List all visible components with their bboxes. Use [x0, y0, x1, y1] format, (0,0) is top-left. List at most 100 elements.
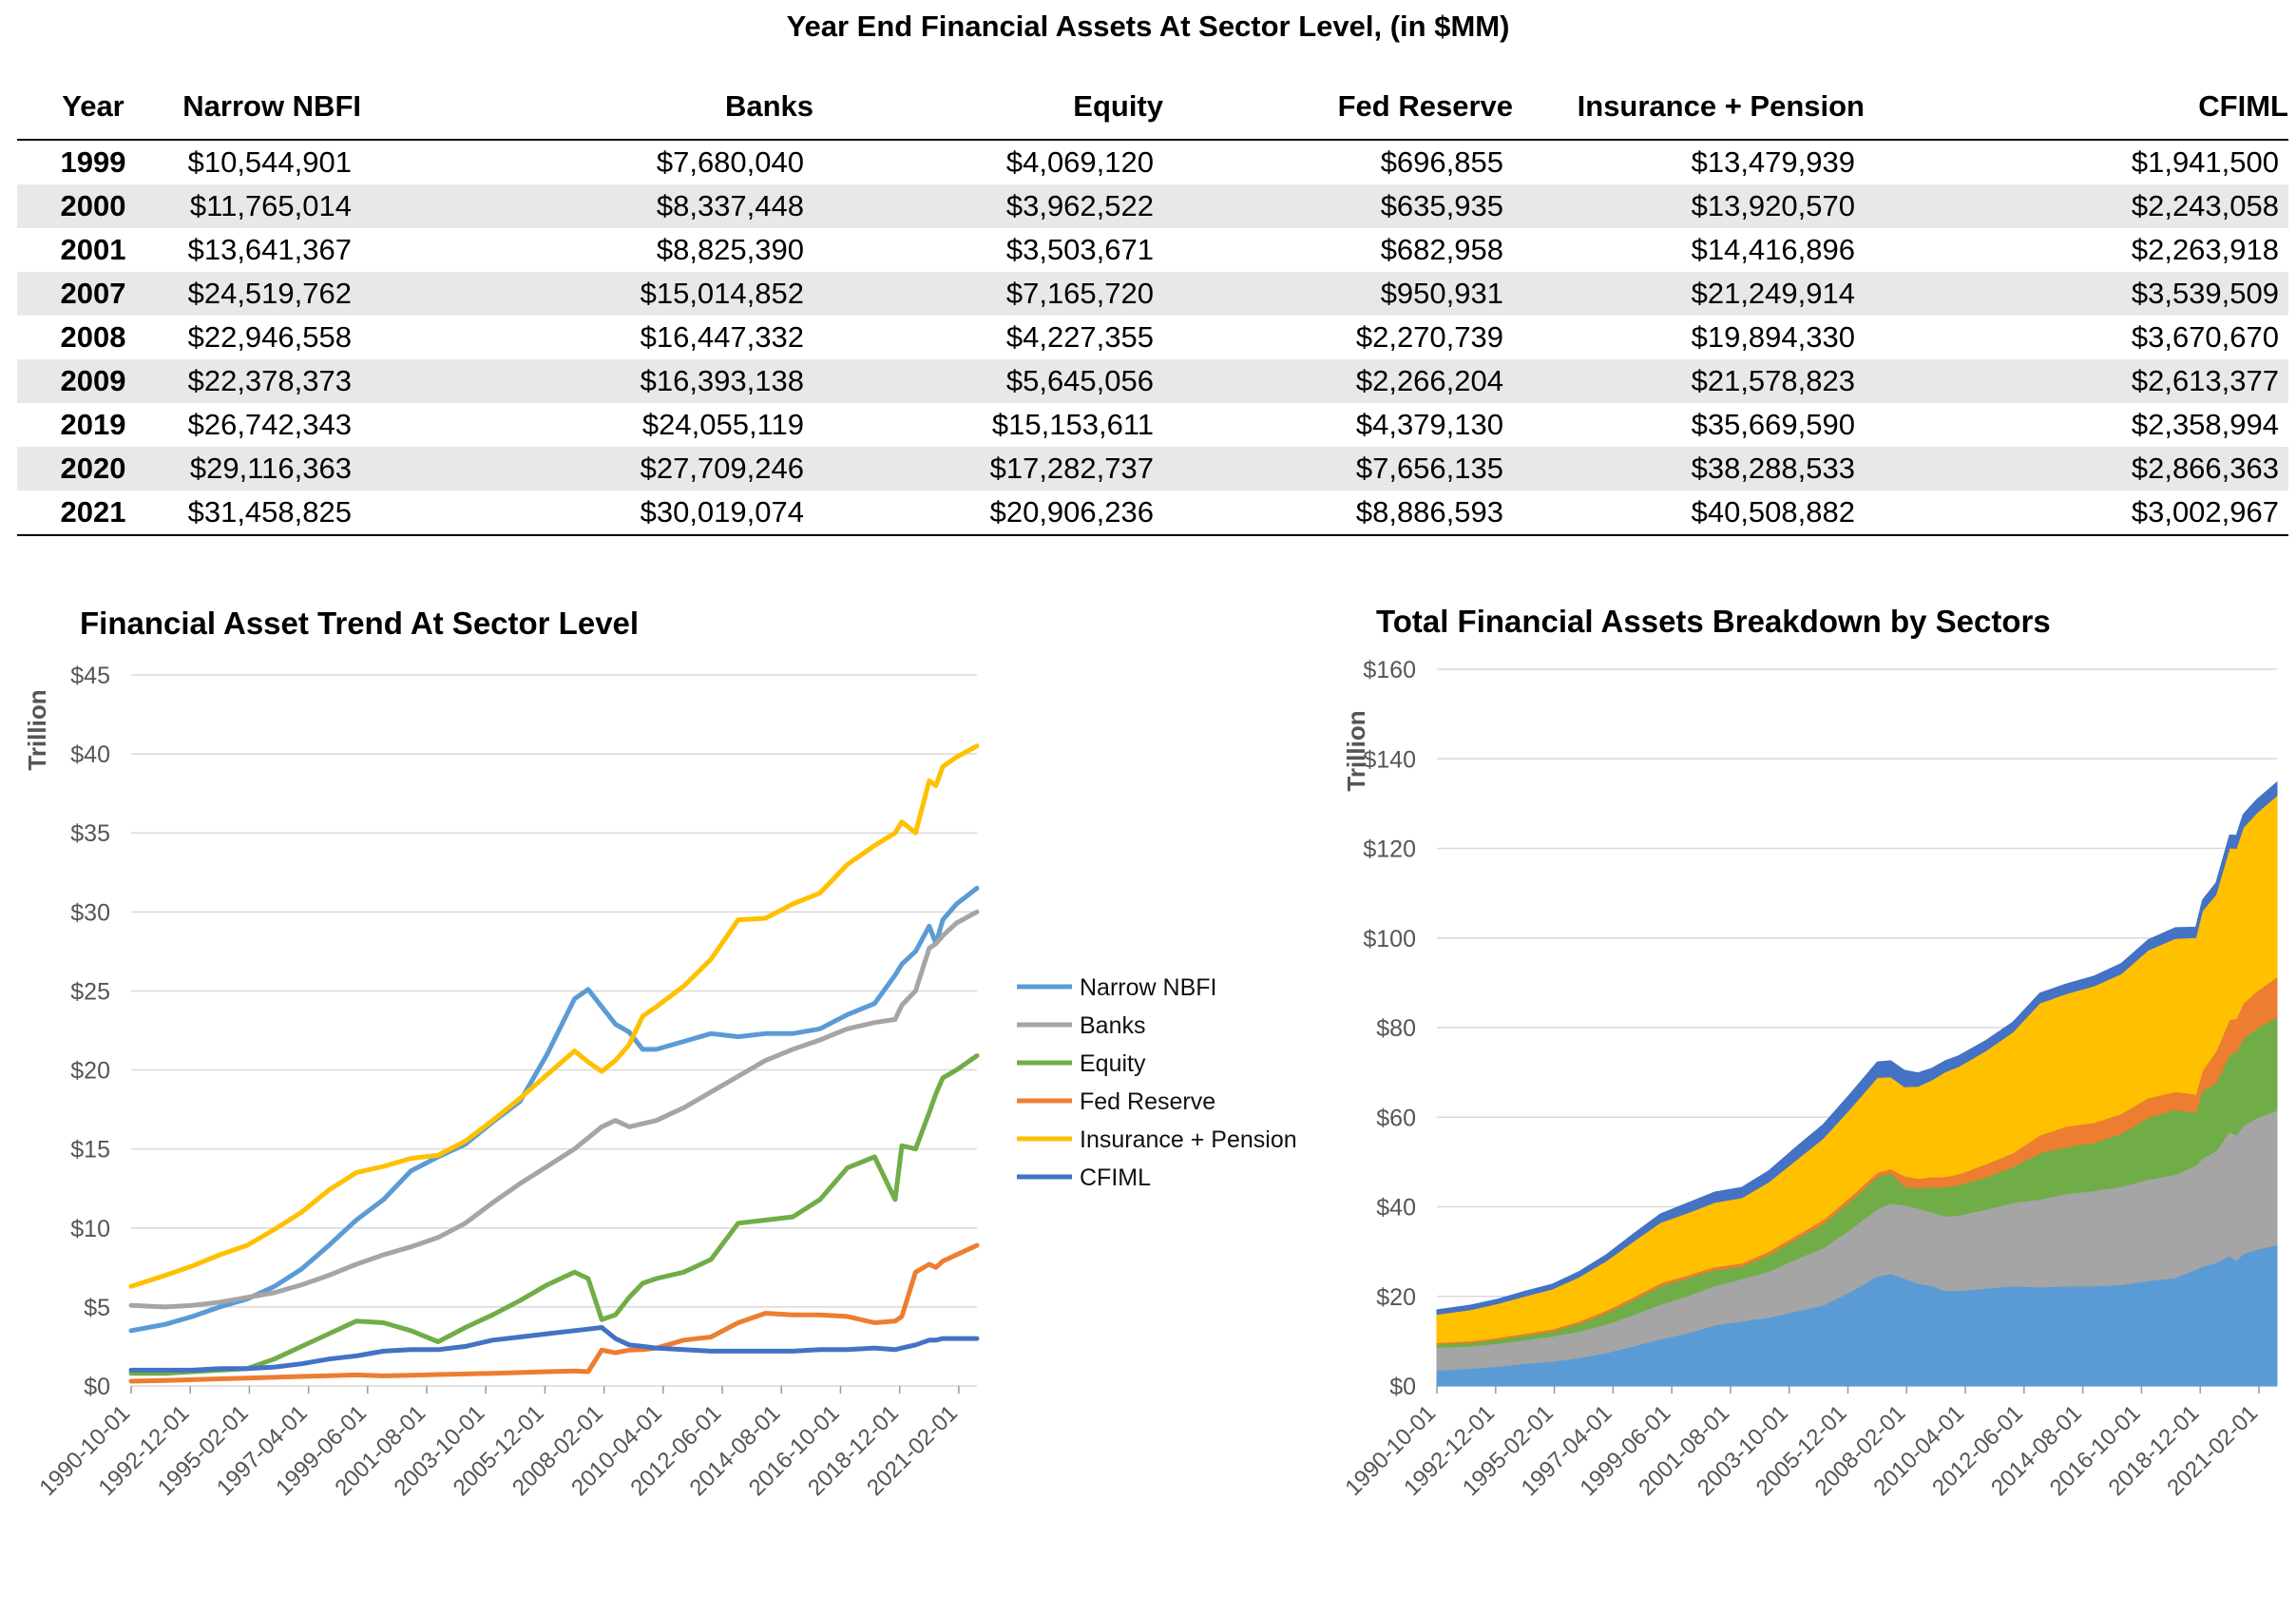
y-tick-label: $5 — [84, 1295, 110, 1321]
year-cell: 2007 — [17, 272, 169, 316]
y-tick-label: $20 — [70, 1058, 110, 1085]
y-tick-label: $100 — [1363, 926, 1416, 952]
value-cell: $3,503,671 — [1005, 233, 1154, 266]
value-cell: $15,153,611 — [991, 408, 1154, 441]
y-tick-label: $40 — [70, 741, 110, 768]
value-cell: $20,906,236 — [813, 491, 1163, 536]
y-tick-label: $20 — [1376, 1284, 1416, 1311]
stacked-area-chart: Total Financial Assets Breakdown by Sect… — [1340, 604, 2278, 1501]
year-cell: 2009 — [17, 359, 169, 403]
value-cell: $31,458,825 — [169, 491, 471, 536]
column-header-banks: Banks — [471, 74, 813, 141]
value-cell: $696,855 — [1380, 145, 1503, 179]
value-cell: $8,886,593 — [1163, 491, 1513, 536]
value-cell: $15,014,852 — [471, 272, 813, 316]
y-tick-label: $0 — [84, 1374, 110, 1400]
value-cell: $3,670,670 — [2131, 320, 2279, 354]
year-cell: 2000 — [17, 184, 169, 228]
legend-label: Fed Reserve — [1080, 1088, 1215, 1115]
value-cell: $2,866,363 — [1865, 447, 2288, 491]
column-header-insurance-pension: Insurance + Pension — [1513, 74, 1865, 141]
value-cell: $29,116,363 — [169, 447, 471, 491]
value-cell: $8,825,390 — [656, 233, 804, 266]
column-header-year: Year — [17, 74, 169, 141]
y-tick-label: $0 — [1389, 1374, 1416, 1400]
y-tick-label: $60 — [1376, 1105, 1416, 1131]
y-axis-label: Trillion — [23, 689, 51, 770]
column-header-cfiml: CFIML — [1865, 74, 2288, 141]
table-row: 2000 $11,765,014 $8,337,448 $3,962,522 $635,… — [17, 184, 2288, 228]
financial-assets-table: Year Narrow NBFI Banks Equity Fed Reserv… — [17, 74, 2288, 536]
y-tick-label: $120 — [1363, 837, 1416, 863]
value-cell: $2,266,204 — [1163, 359, 1513, 403]
value-cell: $3,539,509 — [1865, 272, 2288, 316]
value-cell: $14,416,896 — [1691, 233, 1855, 266]
value-cell: $16,393,138 — [471, 359, 813, 403]
value-cell: $8,337,448 — [471, 184, 813, 228]
value-cell: $7,656,135 — [1163, 447, 1513, 491]
y-tick-label: $25 — [70, 978, 110, 1005]
table-row: 2020 $29,116,363 $27,709,246 $17,282,737 $7,… — [17, 447, 2288, 491]
value-cell: $21,249,914 — [1513, 272, 1865, 316]
y-tick-label: $35 — [70, 820, 110, 847]
value-cell: $3,962,522 — [813, 184, 1163, 228]
value-cell: $4,069,120 — [1005, 145, 1154, 179]
value-cell: $22,378,373 — [169, 359, 471, 403]
value-cell: $17,282,737 — [813, 447, 1163, 491]
table-row: 2001 $13,641,367 $8,825,390 $3,503,671 $682,… — [17, 228, 2288, 272]
value-cell: $1,941,500 — [2131, 145, 2279, 179]
y-axis-label: Trillion — [1342, 710, 1370, 791]
year-cell: 1999 — [60, 145, 126, 179]
value-cell: $3,002,967 — [1865, 491, 2288, 536]
table-header-row: Year Narrow NBFI Banks Equity Fed Reserv… — [17, 74, 2288, 141]
series-line-cfiml — [128, 1325, 980, 1373]
value-cell: $35,669,590 — [1691, 408, 1855, 441]
y-tick-label: $10 — [70, 1216, 110, 1242]
value-cell: $24,519,762 — [169, 272, 471, 316]
value-cell: $24,055,119 — [641, 408, 804, 441]
value-cell: $10,544,901 — [187, 145, 352, 179]
series-line-equity — [128, 1053, 980, 1376]
value-cell: $30,019,074 — [471, 491, 813, 536]
value-cell: $11,765,014 — [169, 184, 471, 228]
area-band-cfiml — [1436, 780, 2278, 1316]
legend-label: Banks — [1080, 1012, 1145, 1039]
y-tick-label: $15 — [70, 1137, 110, 1164]
table-row: 2007 $24,519,762 $15,014,852 $7,165,720 $950… — [17, 272, 2288, 316]
year-cell: 2019 — [60, 408, 126, 441]
y-tick-label: $160 — [1363, 657, 1416, 683]
legend-label: Equity — [1080, 1050, 1146, 1077]
column-header-narrow-nbfi: Narrow NBFI — [169, 74, 471, 141]
value-cell: $950,931 — [1163, 272, 1513, 316]
value-cell: $2,613,377 — [1865, 359, 2288, 403]
y-tick-label: $80 — [1376, 1015, 1416, 1042]
column-header-fed-reserve: Fed Reserve — [1163, 74, 1513, 141]
y-tick-label: $30 — [70, 899, 110, 926]
value-cell: $7,680,040 — [656, 145, 804, 179]
y-tick-label: $40 — [1376, 1195, 1416, 1222]
value-cell: $2,270,739 — [1355, 320, 1503, 354]
value-cell: $4,379,130 — [1355, 408, 1503, 441]
value-cell: $2,243,058 — [1865, 184, 2288, 228]
legend-label: CFIML — [1080, 1164, 1151, 1191]
table-row: 2019 $26,742,343 $24,055,119 $15,153,611 $4,… — [17, 403, 2288, 447]
series-line-fed-reserve — [128, 1242, 980, 1384]
value-cell: $2,263,918 — [2131, 233, 2279, 266]
table-row: 2008 $22,946,558 $16,447,332 $4,227,355 $2,2… — [17, 316, 2288, 359]
value-cell: $27,709,246 — [471, 447, 813, 491]
chart-title: Total Financial Assets Breakdown by Sect… — [1376, 604, 2051, 639]
value-cell: $635,935 — [1163, 184, 1513, 228]
value-cell: $7,165,720 — [813, 272, 1163, 316]
value-cell: $22,946,558 — [187, 320, 352, 354]
y-tick-label: $140 — [1363, 746, 1416, 773]
table-row: 2009 $22,378,373 $16,393,138 $5,645,056 $2,2… — [17, 359, 2288, 403]
table-row: 2021 $31,458,825 $30,019,074 $20,906,236 $8,… — [17, 491, 2288, 536]
year-cell: 2020 — [17, 447, 169, 491]
year-cell: 2008 — [60, 320, 126, 354]
series-line-narrow-nbfi — [128, 885, 980, 1334]
value-cell: $38,288,533 — [1513, 447, 1865, 491]
value-cell: $13,920,570 — [1513, 184, 1865, 228]
value-cell: $13,641,367 — [187, 233, 352, 266]
value-cell: $21,578,823 — [1513, 359, 1865, 403]
chart-title: Financial Asset Trend At Sector Level — [80, 606, 639, 641]
